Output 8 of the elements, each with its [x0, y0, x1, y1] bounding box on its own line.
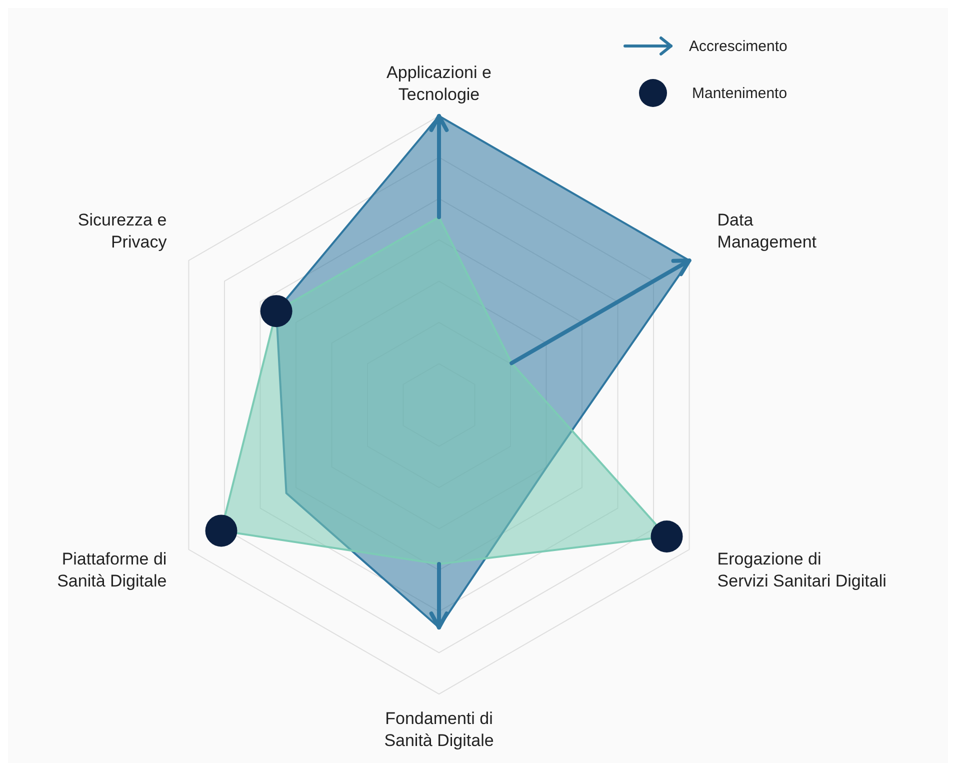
text: Accrescimento [689, 38, 788, 54]
spoke-label: Applicazioni e Tecnologie [386, 63, 492, 104]
text: Mantenimento [692, 84, 788, 102]
spoke-label: Sicurezza e Privacy [78, 210, 168, 252]
spoke-label: Piattaforme di Sanità Digitale [57, 550, 167, 590]
spoke-label: Fondamenti di Sanità Digitale [384, 709, 494, 750]
spoke-label: Data Management [717, 210, 817, 252]
spoke-label: Erogazione di Servizi Sanitari Digitali [717, 550, 886, 590]
